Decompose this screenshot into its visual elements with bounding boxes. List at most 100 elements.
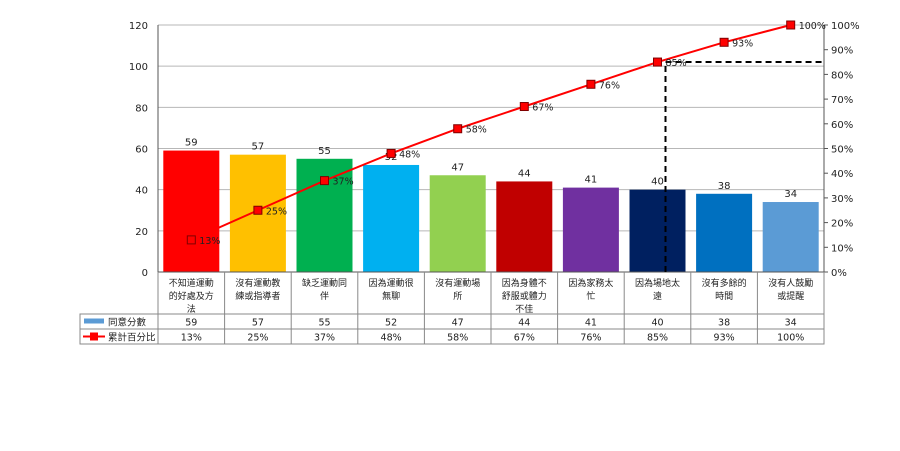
line-data-label: 48% xyxy=(399,149,420,160)
right-tick-label: 100% xyxy=(831,21,860,32)
right-tick-label: 60% xyxy=(831,120,853,131)
line-data-label: 58% xyxy=(466,125,487,136)
bar xyxy=(363,164,420,272)
table-cell: 48% xyxy=(381,333,402,344)
right-tick-label: 20% xyxy=(831,219,853,230)
table-cell: 85% xyxy=(647,333,668,344)
table-cell: 37% xyxy=(314,333,335,344)
table-cell: 44 xyxy=(518,318,530,329)
bar xyxy=(762,202,819,272)
line-data-label: 100% xyxy=(799,21,826,32)
left-tick-label: 0 xyxy=(142,268,148,279)
category-label: 因為運動很 xyxy=(369,277,414,289)
bar xyxy=(496,181,553,272)
category-label: 因為家務太 xyxy=(568,277,613,289)
table-cell: 76% xyxy=(580,333,601,344)
line-data-label: 67% xyxy=(532,103,553,114)
line-data-label: 13% xyxy=(199,236,220,247)
bar-data-label: 41 xyxy=(585,175,598,186)
bar-data-label: 47 xyxy=(451,162,464,173)
right-tick-label: 50% xyxy=(831,145,853,156)
table-cell: 93% xyxy=(714,333,735,344)
table-cell: 67% xyxy=(514,333,535,344)
table-cell: 52 xyxy=(385,318,397,329)
right-tick-label: 90% xyxy=(831,46,853,57)
category-label: 因為身體不 xyxy=(502,277,547,289)
right-tick-label: 0% xyxy=(831,268,847,279)
left-tick-label: 120 xyxy=(129,21,148,32)
table-cell: 34 xyxy=(785,318,797,329)
bar xyxy=(562,187,619,272)
category-label: 沒有多餘的 xyxy=(702,277,747,289)
bar-data-label: 57 xyxy=(252,142,265,153)
reference-line xyxy=(664,61,824,272)
category-label: 練或指導者 xyxy=(235,290,280,302)
bar-data-label: 44 xyxy=(518,168,531,179)
table-cell: 41 xyxy=(585,318,597,329)
bar-data-label: 34 xyxy=(784,189,797,200)
table-cell: 55 xyxy=(318,318,330,329)
right-tick-label: 80% xyxy=(831,70,853,81)
table-cell: 40 xyxy=(651,318,663,329)
legend-label: 累計百分比 xyxy=(108,332,156,344)
line-point xyxy=(719,37,729,47)
legend-label: 同意分數 xyxy=(108,317,147,329)
category-label: 的好處及方 xyxy=(169,290,214,302)
left-axis-ticks: 0 20 40 60 80 100 120 xyxy=(129,21,148,279)
category-label: 因為場地太 xyxy=(635,277,680,289)
line-point xyxy=(386,148,396,158)
line-data-label: 25% xyxy=(266,206,287,217)
right-axis-ticks: 0% 10% 20% 30% 40% 50% 60% 70% 80% 90% 100% xyxy=(824,21,860,279)
bar-data-label: 55 xyxy=(318,146,331,157)
bar-series xyxy=(163,150,819,272)
category-label: 伴 xyxy=(320,290,329,302)
bar-data-label: 40 xyxy=(651,177,664,188)
cumulative-line-series: 13% 25% 37% 48% 58% 67% 76% 85% 93% 100% xyxy=(186,20,826,247)
line-point xyxy=(253,205,263,215)
legend-key-bar xyxy=(84,318,104,324)
table-cell: 59 xyxy=(185,318,197,329)
right-tick-label: 40% xyxy=(831,169,853,180)
category-label: 或提醒 xyxy=(777,290,804,302)
bar-data-label: 38 xyxy=(718,181,731,192)
bar xyxy=(696,193,753,272)
table-cell: 38 xyxy=(718,318,730,329)
line-point xyxy=(320,176,329,186)
category-label: 缺乏運動同 xyxy=(302,277,347,289)
left-tick-label: 100 xyxy=(129,62,148,73)
category-label: 沒有運動教 xyxy=(235,277,280,289)
right-tick-label: 10% xyxy=(831,243,853,254)
right-tick-label: 70% xyxy=(831,95,853,106)
line-data-label: 76% xyxy=(599,80,620,91)
left-tick-label: 60 xyxy=(135,145,148,156)
bar-data-label: 59 xyxy=(185,138,198,149)
category-label: 忙 xyxy=(586,290,595,302)
category-label: 不知道運動 xyxy=(169,277,214,289)
category-label: 不佳 xyxy=(515,303,533,315)
line-data-label: 85% xyxy=(666,58,687,69)
category-label: 沒有人鼓勵 xyxy=(768,277,813,289)
category-label: 時間 xyxy=(715,291,733,302)
reference-dashed-line xyxy=(664,61,824,272)
table-cell: 25% xyxy=(247,333,268,344)
table-cell: 58% xyxy=(447,333,468,344)
category-label: 舒服或體力 xyxy=(502,290,547,302)
line-point xyxy=(453,124,463,134)
line-point xyxy=(653,57,662,67)
left-tick-label: 20 xyxy=(135,227,148,238)
line-data-label: 37% xyxy=(333,177,354,188)
line-point xyxy=(519,102,529,112)
category-label: 遠 xyxy=(653,290,662,302)
cumulative-line xyxy=(190,24,791,241)
line-point xyxy=(186,235,196,245)
bar xyxy=(429,175,486,272)
data-table: 同意分數 59 57 55 52 47 44 41 40 38 34 累計百分比 13% 25% 37% 48… xyxy=(79,272,825,345)
bar xyxy=(163,150,220,272)
category-label: 無聊 xyxy=(382,290,400,302)
line-point xyxy=(786,20,796,30)
bar xyxy=(629,189,686,272)
line-point xyxy=(586,79,596,89)
category-label: 法 xyxy=(187,303,196,315)
